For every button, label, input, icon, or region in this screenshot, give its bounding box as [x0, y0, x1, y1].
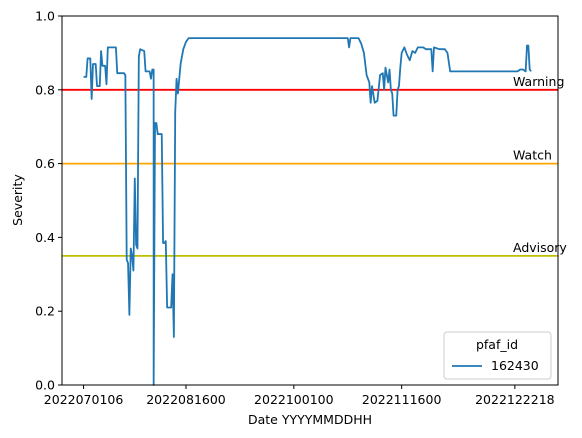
legend-box [443, 331, 552, 380]
legend-title: pfaf_id [476, 337, 518, 352]
legend-label: 162430 [491, 358, 539, 373]
y-tick-label: 0.0 [35, 378, 55, 393]
y-tick-label: 1.0 [35, 9, 55, 24]
y-tick-label: 0.2 [35, 304, 55, 319]
y-tick-label: 0.4 [35, 230, 55, 245]
x-axis-label: Date YYYYMMDDHH [248, 412, 372, 427]
threshold-label-warning: Warning [513, 74, 564, 89]
x-tick-label: 2022070106 [44, 392, 124, 407]
x-tick-label: 2022100100 [254, 392, 334, 407]
legend: pfaf_id 162430 [443, 331, 552, 380]
y-axis-label: Severity [10, 174, 25, 226]
x-tick-label: 2022111600 [362, 392, 442, 407]
y-tick-label: 0.6 [35, 156, 55, 171]
threshold-label-advisory: Advisory [513, 240, 567, 255]
plot-frame [61, 15, 559, 386]
x-tick-label: 2022081600 [146, 392, 226, 407]
y-tick-label: 0.8 [35, 82, 55, 97]
series-line-162430 [83, 37, 532, 386]
plot-area [62, 16, 558, 385]
threshold-label-watch: Watch [513, 148, 552, 163]
x-tick-label: 2022122218 [475, 392, 555, 407]
